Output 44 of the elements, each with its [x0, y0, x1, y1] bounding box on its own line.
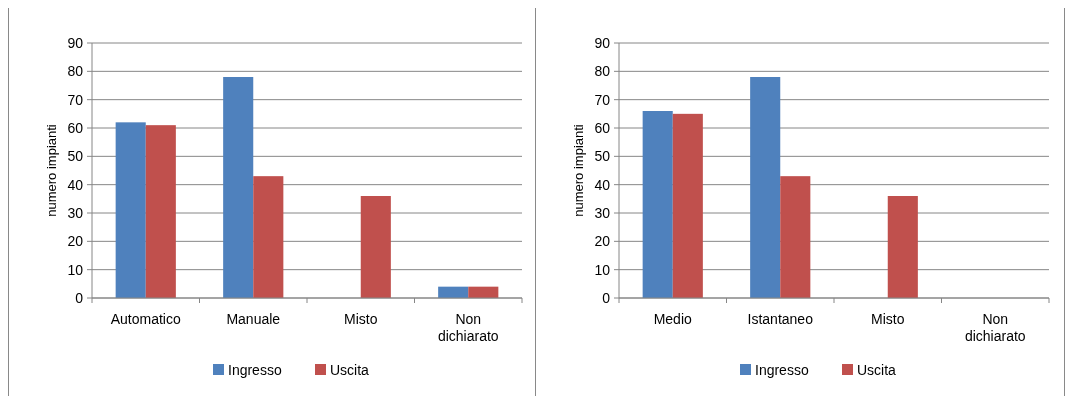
x-tick-label: Automatico: [110, 311, 181, 327]
bar: [887, 196, 918, 298]
x-tick-label: Manuale: [226, 311, 281, 327]
legend-label: Uscita: [330, 361, 370, 378]
x-tick-label: Medio: [653, 311, 693, 327]
bar: [115, 122, 146, 298]
y-tick-label: 0: [75, 289, 84, 306]
y-tick-label: 20: [67, 233, 84, 250]
y-tick-label: 70: [594, 91, 611, 108]
y-tick-label: 40: [594, 176, 611, 193]
y-tick-label: 10: [67, 261, 84, 278]
bar: [642, 111, 673, 298]
y-tick-label: 40: [67, 176, 84, 193]
legend-label: Ingresso: [228, 361, 282, 378]
y-tick-label: 50: [67, 148, 84, 165]
y-tick-label: 10: [594, 261, 611, 278]
y-tick-label: 30: [67, 204, 84, 221]
y-tick-label: 60: [67, 119, 84, 136]
bar: [360, 196, 391, 298]
x-tick-label: Istantaneo: [747, 311, 814, 327]
x-tick-label: Non dichiarato: [437, 311, 499, 344]
bar: [253, 176, 284, 298]
y-tick-label: 60: [594, 119, 611, 136]
y-tick-label: 70: [67, 91, 84, 108]
y-axis-title: numero impianti: [44, 124, 59, 217]
y-tick-label: 0: [602, 289, 611, 306]
y-axis-title: numero impianti: [571, 124, 586, 217]
legend-label: Ingresso: [755, 361, 809, 378]
y-tick-label: 20: [594, 233, 611, 250]
x-tick-label: Misto: [871, 311, 905, 327]
bar: [145, 125, 176, 298]
y-tick-label: 80: [67, 63, 84, 80]
y-tick-label: 90: [67, 34, 84, 51]
y-tick-label: 80: [594, 63, 611, 80]
bar: [780, 176, 811, 298]
bar: [750, 77, 781, 298]
y-tick-label: 50: [594, 148, 611, 165]
x-tick-label: Non dichiarato: [964, 311, 1026, 344]
bar: [223, 77, 254, 298]
y-tick-label: 90: [594, 34, 611, 51]
y-tick-label: 30: [594, 204, 611, 221]
legend-label: Uscita: [857, 361, 897, 378]
bar: [672, 113, 703, 298]
x-tick-label: Misto: [344, 311, 378, 327]
